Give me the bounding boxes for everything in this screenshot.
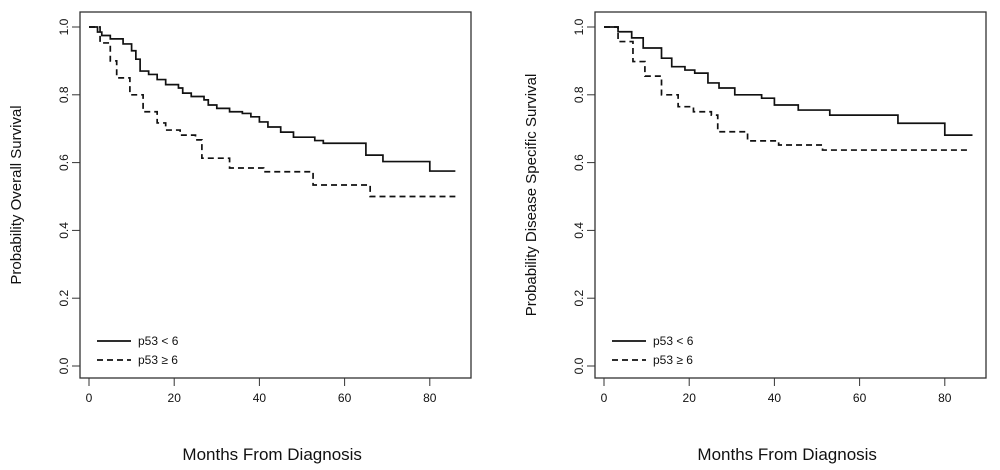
x-tick-label: 0 [86,391,93,405]
x-tick-label: 40 [768,391,782,405]
series-line-p53-low [89,26,456,172]
legend-label: p53 ≥ 6 [138,353,178,367]
y-tick-label: 1.0 [572,18,586,35]
x-axis-label: Months From Diagnosis [697,445,877,464]
series-line-p53-low [604,26,973,136]
y-tick-label: 0.4 [572,222,586,239]
y-tick-label: 0.0 [57,357,71,374]
x-tick-label: 0 [601,391,608,405]
x-tick-label: 80 [423,391,437,405]
legend-label: p53 < 6 [138,334,179,348]
series-line-p53-high [604,26,971,151]
plot-frame [79,11,472,379]
x-tick-label: 80 [938,391,952,405]
legend-label: p53 < 6 [653,334,694,348]
series-line-p53-high [89,26,456,198]
x-tick-label: 20 [683,391,697,405]
x-tick-label: 60 [338,391,352,405]
y-tick-label: 0.6 [572,154,586,171]
y-axis-label: Probability Overall Survival [8,105,25,284]
x-tick-label: 40 [253,391,267,405]
y-tick-label: 1.0 [57,18,71,35]
y-tick-label: 0.8 [57,86,71,103]
x-axis-label: Months From Diagnosis [182,445,362,464]
y-axis-label: Probability Disease Specific Survival [523,74,540,317]
y-tick-label: 0.2 [57,290,71,307]
y-tick-label: 0.8 [572,86,586,103]
x-tick-label: 20 [168,391,182,405]
plot-frame [594,11,987,379]
y-tick-label: 0.4 [57,222,71,239]
x-tick-label: 60 [853,391,867,405]
y-tick-label: 0.0 [572,357,586,374]
y-tick-label: 0.6 [57,154,71,171]
panel-2: 0 20 40 60 80 0.0 0.2 0.4 0.6 0.8 1.0 Months From D… [523,11,987,464]
legend-label: p53 ≥ 6 [653,353,693,367]
panel-1: 0 20 40 60 80 0.0 0.2 0.4 0.6 0.8 1.0 Months From D… [8,11,472,464]
y-tick-label: 0.2 [572,290,586,307]
